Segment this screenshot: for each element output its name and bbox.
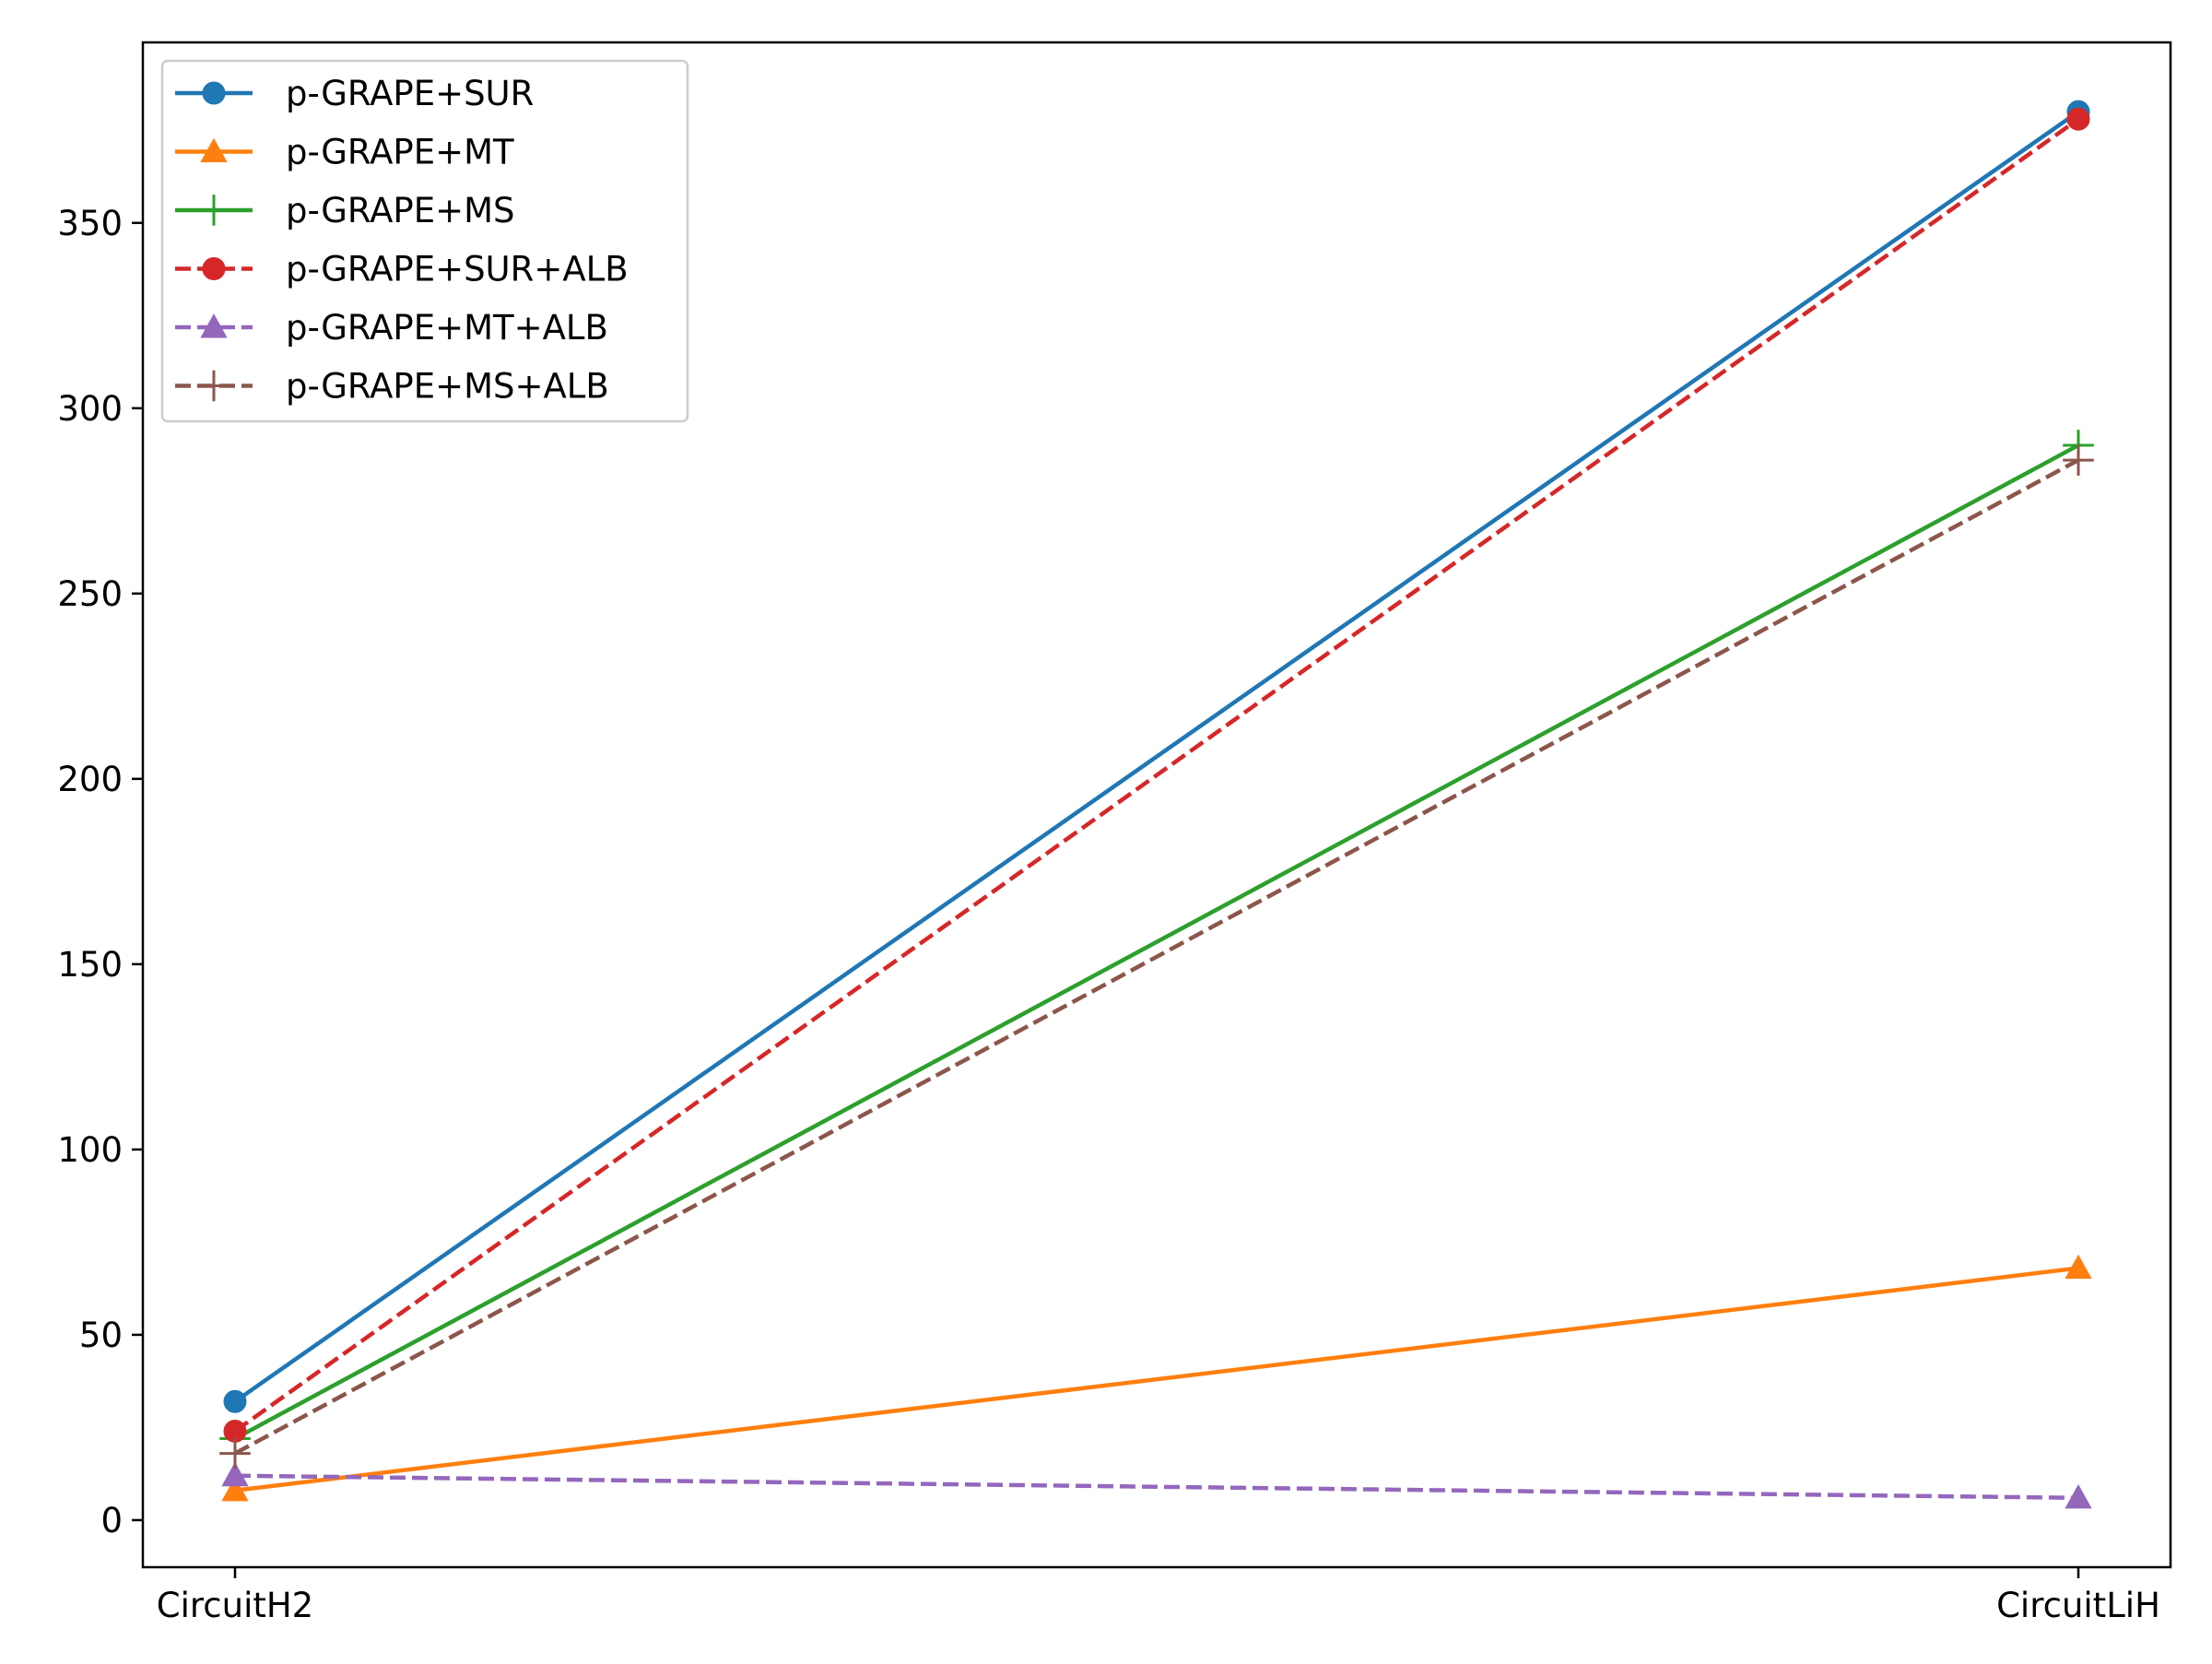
data-point [223, 1389, 247, 1413]
plot-frame [141, 41, 2172, 1569]
legend-marker [200, 137, 228, 163]
data-point [221, 1461, 249, 1487]
legend-marker [200, 313, 228, 338]
data-point [221, 1476, 249, 1502]
legend-label: p-GRAPE+SUR+ALB [286, 250, 629, 289]
series-4 [221, 1461, 2092, 1509]
legend-entry: p-GRAPE+MT+ALB [175, 308, 608, 348]
data-point [2066, 107, 2090, 131]
series-line [231, 109, 2082, 1405]
legend-entry: p-GRAPE+SUR [175, 74, 534, 113]
x-tick-label: CircuitH2 [157, 1586, 313, 1625]
y-tick-label: 0 [100, 1501, 123, 1540]
y-tick-label: 50 [79, 1316, 123, 1355]
series-3 [223, 107, 2090, 1443]
axes-layer: 0 50 100 150 200 250 300 350 CircuitH2 CircuitLiH [57, 41, 2172, 1625]
y-tick-label: 300 [57, 389, 123, 429]
series-line [232, 1266, 2081, 1493]
y-tick-label: 150 [57, 945, 123, 985]
y-tick-label: 250 [57, 574, 123, 614]
series-line [234, 1473, 2079, 1501]
legend-entry: p-GRAPE+MT [175, 133, 514, 172]
legend-entry: p-GRAPE+MS+ALB [175, 367, 609, 407]
series-5 [219, 444, 2094, 1469]
legend: p-GRAPE+SUR p-GRAPE+MT p-GRAPE+MS p-GRAPE+S… [160, 59, 689, 423]
data-point [219, 1437, 251, 1469]
legend-label: p-GRAPE+MT [286, 133, 514, 172]
legend-label: p-GRAPE+MT+ALB [286, 308, 608, 348]
y-tick-label: 100 [57, 1130, 123, 1170]
data-point [2065, 1483, 2092, 1509]
legend-marker [198, 370, 229, 402]
legend-marker [202, 257, 226, 280]
series-1 [221, 1254, 2092, 1502]
series-line [233, 458, 2080, 1456]
data-point [2065, 1254, 2092, 1280]
legend-label: p-GRAPE+SUR [286, 74, 534, 113]
series-line [231, 442, 2082, 1442]
legend-marker [198, 195, 229, 226]
legend-label: p-GRAPE+MS [286, 191, 515, 230]
y-tick-label: 350 [57, 204, 123, 243]
legend-label: p-GRAPE+MS+ALB [286, 367, 609, 407]
data-point [2063, 444, 2094, 476]
series-line [233, 117, 2080, 1434]
x-tick-label: CircuitLiH [1996, 1586, 2160, 1625]
legend-box [160, 59, 689, 423]
legend-marker [202, 81, 226, 105]
legend-entry: p-GRAPE+SUR+ALB [175, 250, 629, 289]
legend-entry: p-GRAPE+MS [175, 191, 515, 230]
y-tick-label: 200 [57, 760, 123, 799]
series-layer [219, 100, 2094, 1509]
